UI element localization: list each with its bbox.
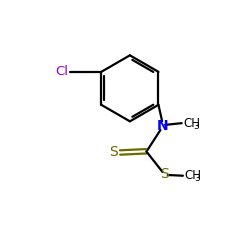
Text: S: S bbox=[160, 168, 169, 181]
Text: CH: CH bbox=[183, 117, 200, 130]
Text: N: N bbox=[156, 118, 168, 132]
Text: 3: 3 bbox=[194, 174, 200, 183]
Text: S: S bbox=[110, 146, 118, 160]
Text: 3: 3 bbox=[193, 122, 199, 130]
Text: CH: CH bbox=[184, 169, 201, 182]
Text: Cl: Cl bbox=[55, 65, 68, 78]
